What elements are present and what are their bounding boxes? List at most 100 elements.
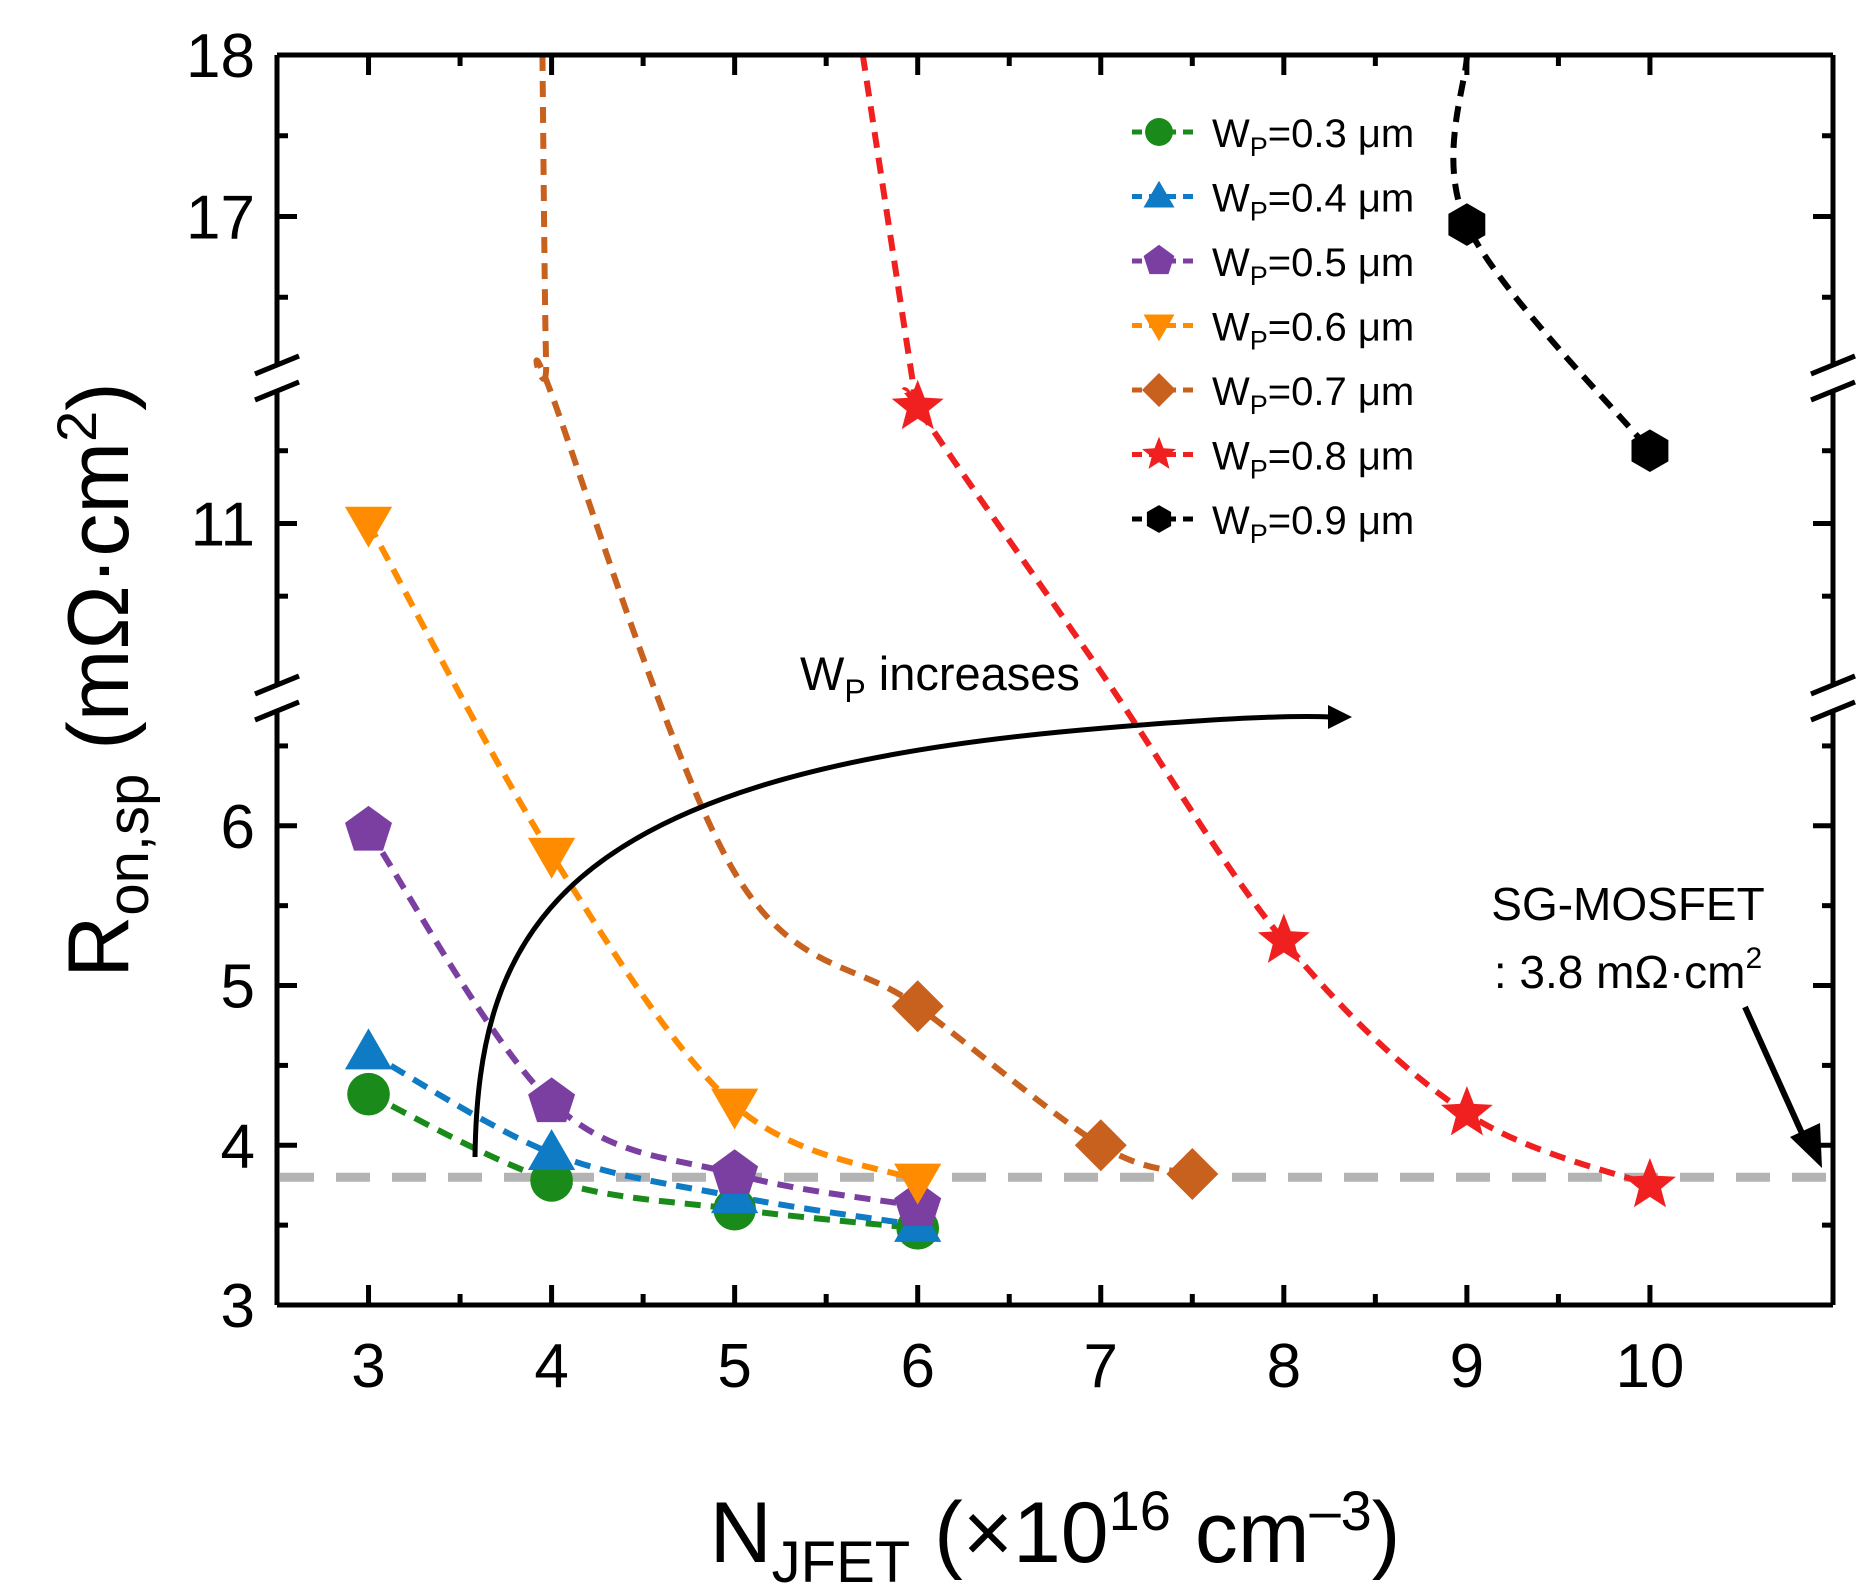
axis-break-1-1b bbox=[254, 699, 300, 723]
y-tick-label-6: 17 bbox=[186, 184, 255, 253]
legend-label-main: W bbox=[1212, 499, 1250, 543]
legend-label-sub: P bbox=[1250, 197, 1268, 227]
y-tick-label-3: 5 bbox=[221, 953, 255, 1022]
legend-label-sub: P bbox=[1250, 390, 1268, 420]
legend-label-6: WP=0.8 μm bbox=[1212, 435, 1414, 485]
legend-label-suffix: =0.9 μm bbox=[1268, 499, 1414, 543]
legend-label-suffix: =0.3 μm bbox=[1268, 112, 1414, 156]
legend-marker-7 bbox=[1146, 505, 1172, 533]
data-point-s5-1 bbox=[891, 980, 944, 1033]
series-line-3 bbox=[366, 828, 919, 1209]
axis-break-1-2b bbox=[1810, 699, 1856, 723]
trend-arrow-head bbox=[1328, 705, 1352, 729]
x-title-close: ) bbox=[1372, 1485, 1401, 1581]
legend-label-3: WP=0.5 μm bbox=[1212, 241, 1414, 291]
legend-label-7: WP=0.9 μm bbox=[1212, 499, 1414, 549]
x-tick-label-8: 10 bbox=[1615, 1332, 1684, 1401]
legend-label-main: W bbox=[1212, 177, 1250, 221]
axis-break-2-1a bbox=[254, 353, 300, 377]
legend-label-2: WP=0.4 μm bbox=[1212, 177, 1414, 227]
legend-label-sub: P bbox=[1250, 261, 1268, 291]
legend-marker-3 bbox=[1143, 244, 1175, 275]
x-tick-label-1: 3 bbox=[351, 1332, 385, 1401]
axis-break-2-1b bbox=[254, 379, 300, 403]
legend-marker-2 bbox=[1143, 180, 1175, 208]
data-point-s3-3 bbox=[711, 1149, 759, 1194]
y-title-exp: 2 bbox=[45, 411, 108, 442]
y-axis-title: Ron,sp (mΩ·cm2) bbox=[45, 382, 161, 978]
legend-marker-1 bbox=[1145, 118, 1173, 146]
x-title-unit: cm bbox=[1171, 1485, 1310, 1581]
legend-label-4: WP=0.6 μm bbox=[1212, 306, 1414, 356]
series-line-7 bbox=[1450, 54, 1653, 453]
x-title-main: N bbox=[710, 1485, 772, 1581]
data-point-s3-2 bbox=[528, 1077, 576, 1123]
legend-label-suffix: =0.4 μm bbox=[1268, 177, 1414, 221]
axis-break-1-1a bbox=[254, 673, 300, 697]
y-title-sub: on,sp bbox=[96, 774, 161, 916]
ref-arrow bbox=[1742, 1005, 1808, 1142]
data-point-s6-1 bbox=[891, 379, 944, 430]
annotation-layer: WP increases SG-MOSFET : 3.8 mΩ·cm2 bbox=[472, 647, 1822, 1168]
x-tick-label-5: 7 bbox=[1084, 1332, 1118, 1401]
x-tick-label-2: 4 bbox=[534, 1332, 568, 1401]
data-point-s4-4 bbox=[894, 1163, 942, 1205]
legend-marker-5 bbox=[1142, 373, 1176, 407]
axis-break-2-2a bbox=[1810, 353, 1856, 377]
x-axis-title: NJFET (×1016 cm–3) bbox=[710, 1479, 1401, 1584]
legend-label-main: W bbox=[1212, 306, 1250, 350]
series-line-2 bbox=[367, 1049, 919, 1229]
trend-arrow-label: WP increases bbox=[800, 647, 1080, 709]
x-title-sub: JFET bbox=[772, 1530, 911, 1584]
data-point-s4-3 bbox=[711, 1088, 759, 1130]
axis-break-2-2b bbox=[1810, 379, 1856, 403]
legend-label-1: WP=0.3 μm bbox=[1212, 112, 1414, 162]
series-line-1 bbox=[367, 1091, 919, 1232]
ref-label-exp: 2 bbox=[1745, 942, 1762, 975]
x-tick-label-7: 9 bbox=[1450, 1332, 1484, 1401]
data-point-s6-4 bbox=[1624, 1157, 1676, 1208]
y-title-close: ) bbox=[51, 382, 147, 411]
legend-label-suffix: =0.7 μm bbox=[1268, 370, 1414, 414]
legend-marker-6 bbox=[1142, 436, 1176, 469]
y-title-main: R bbox=[51, 916, 147, 978]
y-tick-label-2: 4 bbox=[221, 1112, 255, 1181]
data-point-s6-2 bbox=[1257, 913, 1310, 963]
legend-label-sub: P bbox=[1250, 326, 1268, 356]
ref-arrow-head bbox=[1790, 1123, 1822, 1168]
marker-layer bbox=[344, 203, 1676, 1250]
trend-label-sub: P bbox=[844, 673, 865, 709]
data-point-s4-2 bbox=[527, 837, 576, 879]
legend-label-main: W bbox=[1212, 435, 1250, 479]
data-point-s3-1 bbox=[345, 805, 392, 851]
data-point-s2-2 bbox=[527, 1129, 576, 1170]
data-point-s5-2 bbox=[1074, 1119, 1127, 1172]
series-line-6 bbox=[859, 54, 1652, 1188]
legend-label-5: WP=0.7 μm bbox=[1212, 370, 1414, 420]
legend-label-main: W bbox=[1212, 112, 1250, 156]
legend-label-sub: P bbox=[1250, 519, 1268, 549]
x-tick-label-6: 8 bbox=[1267, 1332, 1301, 1401]
axis-labels: NJFET (×1016 cm–3) Ron,sp (mΩ·cm2) bbox=[45, 382, 1400, 1584]
data-point-s7-2 bbox=[1631, 429, 1669, 472]
ref-label-text: : 3.8 mΩ·cm bbox=[1494, 946, 1746, 998]
series-line-4 bbox=[365, 522, 919, 1184]
x-tick-label-4: 6 bbox=[900, 1332, 934, 1401]
y-tick-label-1: 3 bbox=[221, 1272, 255, 1341]
y-tick-label-7: 18 bbox=[186, 22, 255, 91]
ref-label-line1: SG-MOSFET bbox=[1491, 878, 1764, 930]
data-point-s6-3 bbox=[1440, 1086, 1493, 1136]
legend-label-suffix: =0.5 μm bbox=[1268, 241, 1414, 285]
axis-break-1-2a bbox=[1810, 673, 1856, 697]
y-tick-label-4: 6 bbox=[221, 793, 255, 862]
trend-arrow bbox=[472, 714, 1331, 1158]
legend-label-suffix: =0.8 μm bbox=[1268, 435, 1414, 479]
data-point-s5-3 bbox=[1166, 1148, 1219, 1200]
trend-label-main: W bbox=[800, 647, 845, 700]
data-point-s4-1 bbox=[344, 506, 393, 548]
ref-label-line2: : 3.8 mΩ·cm2 bbox=[1494, 942, 1762, 998]
trend-label-rest: increases bbox=[866, 647, 1080, 700]
data-point-s7-1 bbox=[1448, 203, 1486, 246]
legend-marker-4 bbox=[1143, 314, 1175, 342]
